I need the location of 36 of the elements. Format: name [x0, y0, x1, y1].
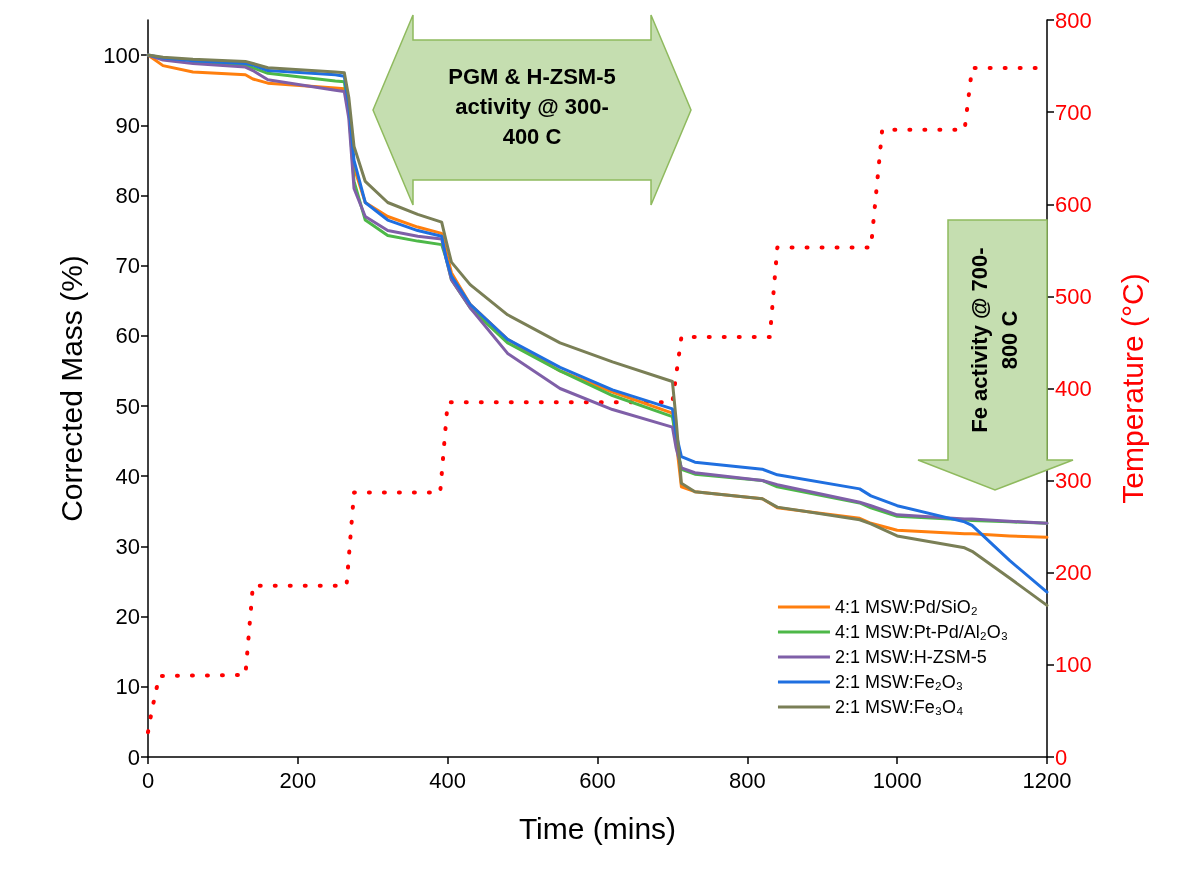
y2-axis-title: Temperature (°C): [1115, 273, 1149, 504]
y2-tick-label: 500: [1055, 283, 1092, 309]
x-tick-label: 200: [279, 767, 317, 793]
annotation: PGM & H-ZSM-5 activity @ 300-400 C: [447, 63, 617, 151]
y-tick-label: 100: [103, 42, 140, 68]
y-tick-label: 90: [115, 112, 140, 138]
y2-tick-label: 700: [1055, 99, 1092, 125]
y-axis-title: Corrected Mass (%): [54, 255, 88, 522]
y2-tick-label: 100: [1055, 652, 1092, 678]
annotation: Fe activity @ 700-800 C: [966, 246, 1023, 435]
y-tick-label: 20: [115, 604, 140, 630]
y-tick-label: 60: [115, 323, 140, 349]
x-axis-title: Time (mins): [518, 811, 677, 845]
y2-tick-label: 400: [1055, 376, 1092, 401]
y2-tick-label: 600: [1055, 191, 1092, 217]
y-tick-label: 50: [115, 393, 140, 419]
x-tick-label: 1200: [1022, 767, 1072, 793]
y-tick-label: 80: [115, 182, 140, 208]
legend-label: 4:1 MSW:Pd/SiO₂: [834, 597, 978, 617]
x-tick-label: 400: [429, 767, 467, 793]
legend-label: 4:1 MSW:Pt-Pd/Al₂O₃: [834, 622, 1008, 642]
y-tick-label: 10: [115, 674, 140, 700]
y-tick-label: 30: [115, 533, 140, 559]
x-tick-label: 800: [728, 767, 766, 793]
y-tick-label: 0: [127, 744, 140, 770]
y-tick-label: 40: [115, 463, 140, 489]
legend-label: 2:1 MSW:Fe₂O₃: [834, 672, 963, 692]
y2-tick-label: 300: [1055, 468, 1092, 494]
y-tick-label: 70: [115, 253, 140, 279]
legend-label: 2:1 MSW:H-ZSM-5: [834, 647, 987, 667]
legend-label: 2:1 MSW:Fe₃O₄: [834, 697, 964, 717]
y2-tick-label: 0: [1055, 744, 1068, 770]
x-tick-label: 1000: [872, 767, 922, 793]
y2-tick-label: 200: [1055, 560, 1092, 586]
y2-tick-label: 800: [1055, 7, 1092, 33]
x-tick-label: 600: [579, 767, 616, 793]
